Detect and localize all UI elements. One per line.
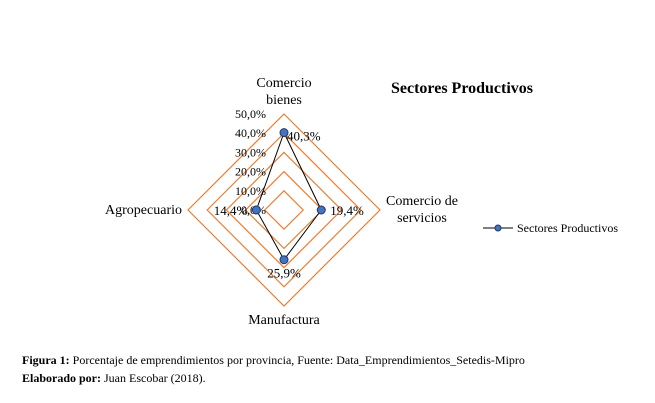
author-caption: Elaborado por: Juan Escobar (2018). (22, 371, 206, 385)
category-label: servicios (397, 211, 447, 226)
figure-caption-text: Porcentaje de emprendimientos por provin… (69, 353, 525, 367)
radar-chart-svg: 0,0%10,0%20,0%30,0%40,0%50,0%40,3%19,4%2… (105, 76, 618, 328)
grid-ring-20 (244, 170, 324, 250)
grid-ring-40 (206, 132, 362, 288)
grid-ring-50 (187, 113, 381, 307)
data-point (279, 255, 289, 265)
category-label: Agropecuario (105, 203, 182, 218)
r-tick-label: 50,0% (235, 107, 266, 121)
legend-label: Sectores Productivos (517, 221, 618, 235)
author-caption-text: Juan Escobar (2018). (101, 371, 206, 385)
category-label: Comercio (256, 76, 311, 91)
figure-caption: Figura 1: Porcentaje de emprendimientos … (22, 353, 525, 367)
data-point (251, 205, 261, 215)
r-tick-label: 10,0% (235, 184, 266, 198)
data-point (316, 205, 326, 215)
category-label: Manufactura (248, 313, 320, 328)
category-label: Comercio de (386, 194, 458, 209)
grid-ring-10 (263, 189, 305, 231)
grid-ring-30 (225, 151, 343, 269)
author-caption-label: Elaborado por: (22, 371, 102, 385)
data-label: 25,9% (267, 266, 301, 281)
category-label: bienes (266, 93, 302, 108)
radar-chart: 0,0%10,0%20,0%30,0%40,0%50,0%40,3%19,4%2… (105, 76, 618, 328)
legend-marker (494, 224, 502, 232)
r-tick-label: 20,0% (235, 165, 266, 179)
r-tick-label: 30,0% (235, 145, 266, 159)
data-label: 40,3% (287, 129, 321, 144)
data-label: 14,4% (214, 203, 248, 218)
data-label: 19,4% (330, 203, 364, 218)
r-tick-label: 40,0% (235, 126, 266, 140)
chart-title: Sectores Productivos (391, 80, 533, 97)
data-point (279, 128, 289, 138)
figure-caption-label: Figura 1: (22, 353, 70, 367)
